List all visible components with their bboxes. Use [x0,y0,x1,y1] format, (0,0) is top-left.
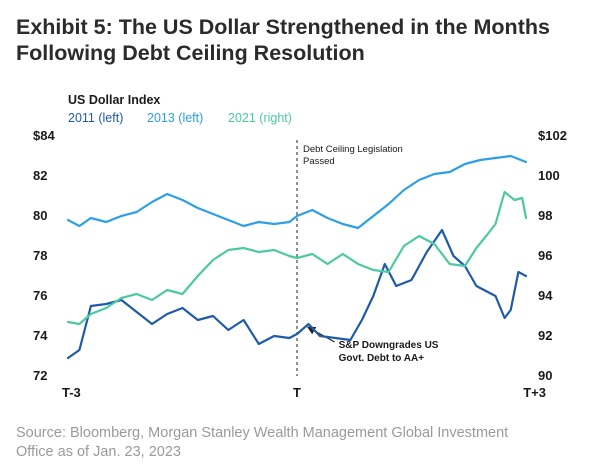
x-tick-label: T [293,385,301,400]
series-line-2011 [66,228,528,360]
legend-title: US Dollar Index [68,93,160,107]
legend-entry-2: 2013 (left) [147,111,203,125]
y-right-tick-label: 98 [538,208,552,223]
x-tick-label: T+3 [523,385,546,400]
y-left-tick-label: 80 [33,208,47,223]
annotation-debt-ceiling-line1: Debt Ceiling Legislation [303,144,403,155]
y-left-tick-label: $84 [33,128,55,143]
annotation-downgrade-line1: S&P Downgrades US [339,340,439,351]
source-line2: Office as of Jan. 23, 2023 [16,444,181,460]
series-line-2013 [66,154,528,230]
legend-entry-3: 2021 (right) [228,111,292,125]
legend-entry-1: 2011 (left) [68,111,123,125]
y-right-tick-label: 94 [538,288,553,303]
annotation-downgrade-line2: Govt. Debt to AA+ [339,353,425,364]
source-line1: Source: Bloomberg, Morgan Stanley Wealth… [16,425,509,441]
source-note: Source: Bloomberg, Morgan Stanley Wealth… [16,424,586,462]
chart: US Dollar Index 2011 (left) 2013 (left) 202… [33,93,567,400]
series-line-2021 [66,190,528,326]
y-left-tick-label: 72 [33,368,47,383]
chart-title: Exhibit 5: The US Dollar Strengthened in… [16,14,586,66]
annotation-debt-ceiling-line2: Passed [303,156,335,167]
chart-title-line1: Exhibit 5: The US Dollar Strengthened in… [16,15,550,39]
y-right-tick-label: $102 [538,128,567,143]
x-tick-label: T-3 [62,385,81,400]
y-left-tick-label: 82 [33,168,47,183]
y-left-tick-label: 76 [33,288,47,303]
y-left-tick-label: 78 [33,248,47,263]
y-right-tick-label: 90 [538,368,552,383]
y-right-tick-label: 96 [538,248,552,263]
annotation-arrow [306,326,335,343]
y-right-tick-label: 100 [538,168,560,183]
chart-title-line2: Following Debt Ceiling Resolution [16,41,365,65]
y-right-tick-label: 92 [538,328,552,343]
y-left-tick-label: 74 [33,328,48,343]
